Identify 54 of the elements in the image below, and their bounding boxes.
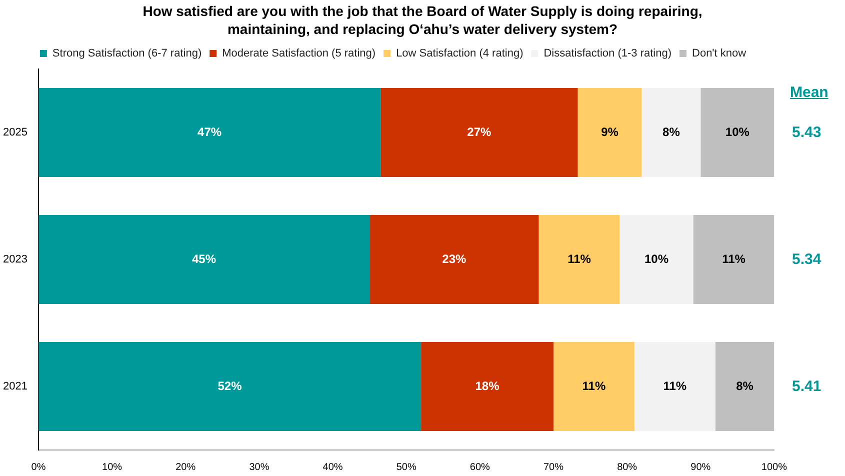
data-label: 9% xyxy=(601,124,619,139)
chart-title: How satisfied are you with the job that the Board of Water Supply is doing repairing, maintaining, and replacing O‘ahu’s water delivery system? xyxy=(142,2,704,39)
bar xyxy=(421,342,554,431)
bar xyxy=(370,215,539,304)
bar xyxy=(578,88,642,177)
data-label: 47% xyxy=(198,124,222,139)
x-tick-label: 50% xyxy=(396,462,416,473)
legend-label: Moderate Satisfaction (5 rating) xyxy=(222,48,376,60)
data-label: 11% xyxy=(568,252,592,266)
y-tick-label: 2025 xyxy=(2,126,28,139)
text: 5.43 xyxy=(792,122,822,142)
legend-label: Low Satisfaction (4 rating) xyxy=(396,48,524,60)
data-label: 11% xyxy=(582,378,606,393)
data-label: 11% xyxy=(663,378,687,393)
bar xyxy=(380,88,578,177)
bar xyxy=(642,88,701,177)
x-tick-label: 100% xyxy=(761,462,788,473)
bar xyxy=(634,342,716,431)
bar xyxy=(538,215,620,304)
bar xyxy=(38,215,370,304)
text: 5.41 xyxy=(792,376,822,396)
data-label: 23% xyxy=(442,252,466,266)
bar xyxy=(620,215,694,304)
x-tick-label: 70% xyxy=(543,462,564,473)
legend-label: Dissatisfaction (1-3 rating) xyxy=(544,48,672,60)
data-label: 11% xyxy=(722,252,746,266)
data-label: 45% xyxy=(192,252,216,266)
data-label: 8% xyxy=(736,378,754,393)
x-tick-label: 30% xyxy=(249,462,270,473)
data-label: 10% xyxy=(725,124,750,139)
bar xyxy=(38,88,381,177)
x-tick-label: 80% xyxy=(617,462,638,473)
legend-label: Strong Satisfaction (6-7 rating) xyxy=(52,48,202,60)
x-tick-label: 90% xyxy=(690,462,711,473)
bar xyxy=(715,342,774,431)
y-tick-label: 2023 xyxy=(2,254,28,266)
x-tick-label: 0% xyxy=(31,462,46,473)
data-label: 10% xyxy=(644,252,669,266)
y-tick-label: 2021 xyxy=(2,380,28,393)
x-tick-label: 10% xyxy=(102,462,122,473)
data-label: 27% xyxy=(467,124,492,139)
bar xyxy=(700,88,774,177)
data-label: 52% xyxy=(218,378,242,393)
legend-label: Don't know xyxy=(692,48,746,60)
x-tick-label: 40% xyxy=(322,462,343,473)
bar xyxy=(693,215,774,304)
text: 5.34 xyxy=(792,250,822,270)
data-label: 8% xyxy=(662,124,680,139)
bar xyxy=(38,342,422,431)
text: Mean xyxy=(790,84,830,101)
x-tick-label: 20% xyxy=(176,462,196,473)
bar xyxy=(553,342,634,431)
data-label: 18% xyxy=(475,378,500,393)
x-tick-label: 60% xyxy=(470,462,490,473)
